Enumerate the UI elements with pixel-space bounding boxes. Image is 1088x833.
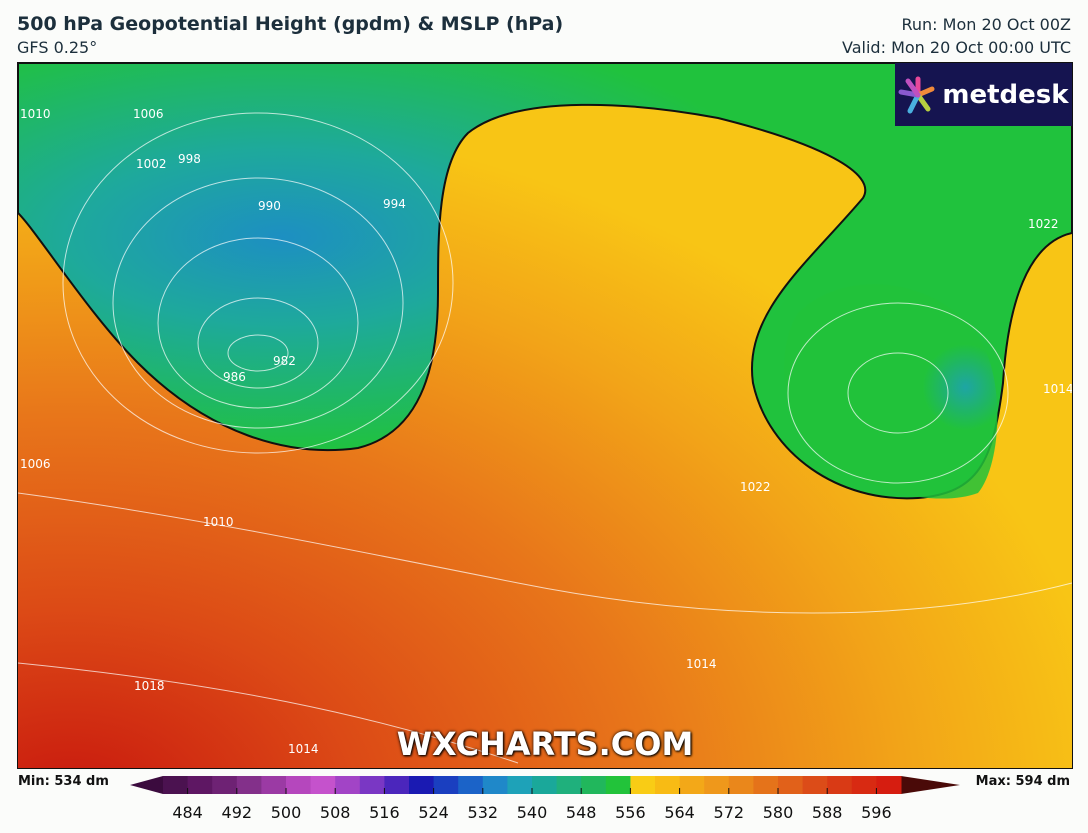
colorbar-segment <box>236 776 262 794</box>
run-time: Run: Mon 20 Oct 00Z <box>901 15 1072 34</box>
height-552-trough-east <box>784 284 998 499</box>
isobar-label: 1006 <box>20 457 51 471</box>
isobar-label: 1018 <box>134 679 165 693</box>
colorbar-tick-label: 532 <box>468 803 499 822</box>
colorbar-tick-label: 580 <box>763 803 794 822</box>
colorbar-tick-label: 516 <box>369 803 400 822</box>
colorbar-segment <box>286 776 312 794</box>
colorbar-tick-label: 508 <box>320 803 351 822</box>
colorbar-tick-label: 556 <box>615 803 646 822</box>
colorbar-segment <box>728 776 754 794</box>
isobar-label: 1010 <box>20 107 51 121</box>
colorbar-tick-label: 492 <box>222 803 253 822</box>
colorbar-segment <box>605 776 631 794</box>
isobar-label: 990 <box>258 199 281 213</box>
colorbar-segment <box>482 776 508 794</box>
colorbar-segment <box>556 776 582 794</box>
colorbar-tick-label: 524 <box>418 803 449 822</box>
metdesk-logo-text: metdesk <box>942 79 1069 110</box>
colorbar-segment <box>679 776 705 794</box>
colorbar-segment <box>163 776 189 794</box>
isobar-label: 998 <box>178 152 201 166</box>
colorbar-segment <box>532 776 558 794</box>
colorbar-under-arrow <box>130 776 163 794</box>
model-label: GFS 0.25° <box>17 38 98 57</box>
isobars <box>18 112 1072 764</box>
colorbar-segment <box>458 776 484 794</box>
watermark: WXCHARTS.COM <box>396 725 694 763</box>
colorbar: 484 492 500 508 516 524 532 540 548 556 564 572 580 5… <box>130 776 960 822</box>
colorbar-segment <box>310 776 336 794</box>
colorbar-segment <box>359 776 385 794</box>
colorbar-segment <box>802 776 828 794</box>
colorbar-segment <box>409 776 435 794</box>
colorbar-segment <box>212 776 238 794</box>
colorbar-segment <box>778 776 804 794</box>
colorbar-segment <box>630 776 656 794</box>
metdesk-logo: metdesk <box>895 63 1072 126</box>
colorbar-segment <box>876 776 902 794</box>
isobar-label: 1014 <box>1043 382 1072 396</box>
colorbar-segment <box>187 776 213 794</box>
isobar-label: 1014 <box>288 742 319 756</box>
isobar-labels: 1010 1006 1002 998 990 994 986 982 1006 … <box>20 107 1072 756</box>
colorbar-segment <box>581 776 607 794</box>
colorbar-segment <box>704 776 730 794</box>
colorbar-segment <box>851 776 877 794</box>
colorbar-segment <box>384 776 410 794</box>
colorbar-tick-label: 548 <box>566 803 597 822</box>
colorbar-tick-label: 484 <box>172 803 203 822</box>
chart-title: 500 hPa Geopotential Height (gpdm) & MSL… <box>17 13 564 35</box>
colorbar-segment <box>507 776 533 794</box>
colorbar-tick-label: 540 <box>517 803 548 822</box>
isobar-label: 1006 <box>133 107 164 121</box>
isobar-label: 1002 <box>136 157 167 171</box>
min-label: Min: 534 dm <box>18 774 109 789</box>
isobar-label: 982 <box>273 354 296 368</box>
colorbar-segment <box>655 776 681 794</box>
max-label: Max: 594 dm <box>975 774 1070 789</box>
metdesk-flower-icon <box>898 76 935 113</box>
colorbar-over-arrow <box>901 776 960 794</box>
colorbar-tick-label: 500 <box>271 803 302 822</box>
colorbar-tick-label: 572 <box>714 803 745 822</box>
colorbar-segment <box>827 776 853 794</box>
isobar-label: 1022 <box>1028 217 1059 231</box>
isobar-label: 1014 <box>686 657 717 671</box>
colorbar-segment <box>335 776 361 794</box>
valid-time: Valid: Mon 20 Oct 00:00 UTC <box>842 38 1071 57</box>
weather-map: 1010 1006 1002 998 990 994 986 982 1006 … <box>17 62 1073 769</box>
colorbar-tick-label: 596 <box>861 803 892 822</box>
isobar-label: 1010 <box>203 515 234 529</box>
colorbar-segment <box>261 776 287 794</box>
isobar-label: 1022 <box>740 480 771 494</box>
isobar-label: 994 <box>383 197 406 211</box>
colorbar-segment <box>753 776 779 794</box>
isobar-label: 986 <box>223 370 246 384</box>
colorbar-tick-label: 564 <box>664 803 695 822</box>
colorbar-segment <box>433 776 459 794</box>
map-canvas: 1010 1006 1002 998 990 994 986 982 1006 … <box>18 63 1072 768</box>
colorbar-tick-label: 588 <box>812 803 843 822</box>
